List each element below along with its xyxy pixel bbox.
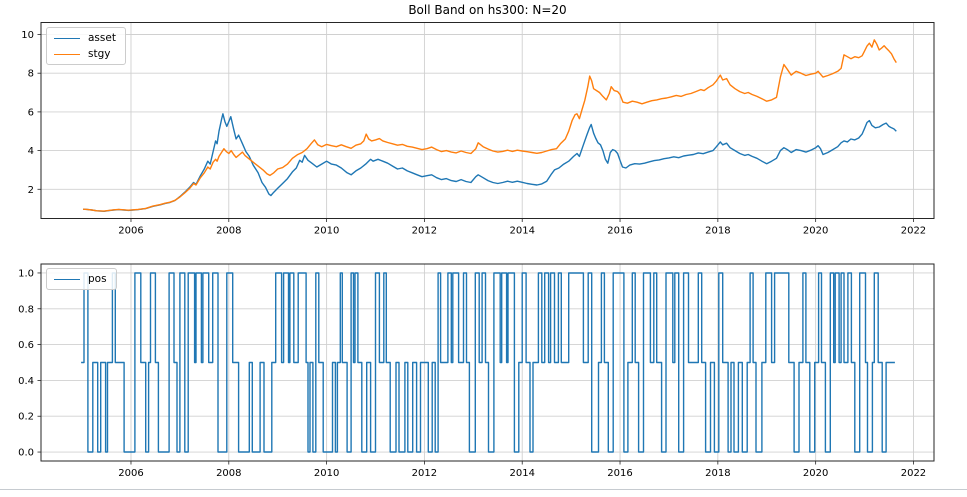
asset-line-path [83,113,897,212]
legend-line-pos-icon [54,278,80,280]
top-chart-x-tick-label: 2020 [803,226,828,237]
top-chart-y-tick-label: 2 [28,185,34,196]
top-chart-y-tick-label: 4 [28,146,34,157]
legend-line-stgy-icon [54,53,80,55]
top-chart-frame [40,22,935,219]
bottom-chart-x-tick-label: 2018 [705,468,730,479]
bottom-chart-y-tick-label: 1.0 [18,268,34,279]
pos-line-path [81,272,895,453]
bottom-chart-y-tick-label: 0.0 [18,448,34,459]
stgy-line-path [83,39,897,212]
top-chart-x-tick-label: 2018 [705,226,730,237]
legend-label-stgy: stgy [88,48,111,60]
legend-item-stgy: stgy [54,48,116,60]
bottom-chart-x-tick-label: 2016 [607,468,632,479]
bottom-divider [0,489,967,490]
bottom-chart-y-tick-label: 0.6 [18,340,34,351]
bottom-chart-x-tick-label: 2010 [314,468,339,479]
bottom-chart-frame [40,263,935,462]
bottom-legend: pos [46,268,117,290]
bottom-chart-x-tick-label: 2014 [509,468,534,479]
top-legend: asset stgy [46,27,126,65]
bottom-chart-x-tick-label: 2012 [412,468,437,479]
top-chart-x-tick-label: 2016 [607,226,632,237]
legend-item-pos: pos [54,273,107,285]
bottom-chart-x-tick-label: 2006 [118,468,143,479]
top-chart-y-tick-label: 6 [28,107,34,118]
bottom-chart-x-tick-label: 2020 [803,468,828,479]
bottom-chart-y-tick-label: 0.4 [18,376,34,387]
legend-label-asset: asset [88,32,116,44]
legend-label-pos: pos [88,273,107,285]
top-chart-x-tick-label: 2012 [412,226,437,237]
top-chart-y-tick-label: 10 [21,30,34,41]
legend-item-asset: asset [54,32,116,44]
bottom-chart-x-tick-label: 2022 [901,468,926,479]
bottom-chart-y-tick-label: 0.2 [18,412,34,423]
bottom-chart-x-tick-label: 2008 [216,468,241,479]
top-chart-y-tick-label: 8 [28,69,34,80]
legend-line-asset-icon [54,37,80,39]
top-chart-x-tick-label: 2010 [314,226,339,237]
top-chart-x-tick-label: 2014 [509,226,534,237]
chart-title: Boll Band on hs300: N=20 [408,3,567,17]
top-chart-x-tick-label: 2008 [216,226,241,237]
bottom-chart-y-tick-label: 0.8 [18,304,34,315]
top-chart-x-tick-label: 2006 [118,226,143,237]
top-chart-x-tick-label: 2022 [901,226,926,237]
